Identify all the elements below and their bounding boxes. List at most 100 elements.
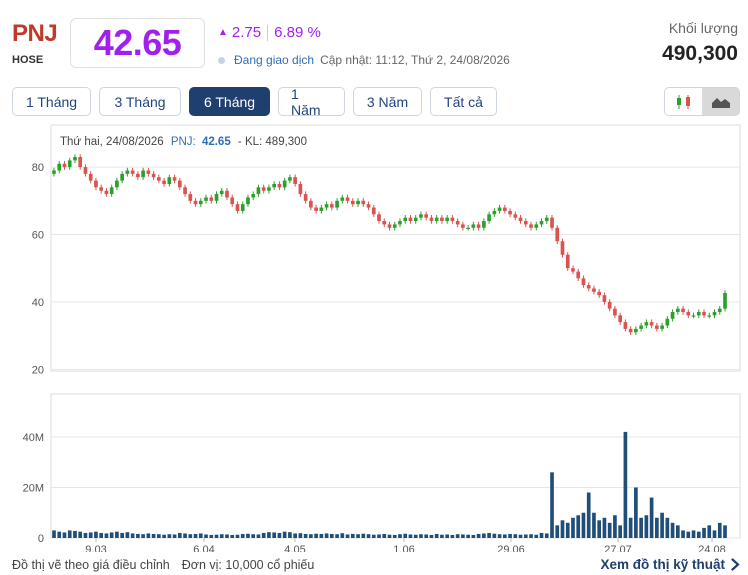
candle-body — [628, 328, 633, 333]
price-tick-label: 40 — [32, 297, 44, 309]
volume-bar — [523, 534, 528, 538]
volume-bar — [613, 515, 617, 538]
candle-body — [681, 308, 685, 313]
volume-bar — [267, 532, 271, 538]
candle-body — [240, 204, 245, 211]
volume-tick-label: 40M — [23, 432, 44, 444]
volume-bar — [78, 531, 83, 538]
volume-bar — [219, 534, 224, 538]
candle-body — [382, 221, 387, 225]
volume-bar — [492, 533, 497, 538]
volume-bar — [109, 532, 114, 538]
candle-body — [177, 180, 182, 188]
volume-bar — [560, 520, 565, 538]
tab-1-year[interactable]: 1 Năm — [278, 86, 345, 118]
volume-bar — [675, 525, 680, 538]
volume-bar — [712, 530, 717, 538]
volume-bar — [466, 534, 470, 538]
volume-bar — [497, 534, 502, 538]
candle-body — [251, 194, 256, 198]
volume-bar — [413, 534, 418, 538]
volume-bar — [345, 534, 350, 538]
candle-body — [288, 177, 292, 181]
volume-bar — [408, 534, 413, 538]
candle-body — [544, 217, 549, 222]
tab-3-months[interactable]: 3 Tháng — [99, 87, 181, 116]
candlestick-icon — [676, 94, 690, 109]
volume-bar — [198, 533, 203, 538]
volume-bar — [183, 533, 187, 538]
price-tick-label: 60 — [32, 230, 44, 242]
candle-body — [277, 183, 282, 188]
volume-bar — [282, 531, 287, 538]
candle-body — [57, 163, 62, 171]
tab-1-month[interactable]: 1 Tháng — [12, 87, 91, 116]
volume-bar — [330, 533, 334, 538]
volume-bar — [597, 520, 602, 538]
volume-bar — [209, 534, 214, 538]
volume-bar — [518, 534, 523, 538]
tab-6-months[interactable]: 6 Tháng — [189, 87, 270, 116]
volume-bar — [628, 517, 633, 538]
candle-body — [209, 197, 214, 201]
candle-body — [613, 308, 617, 316]
candle-body — [230, 197, 235, 205]
volume-bar — [513, 534, 518, 538]
volume-bar — [177, 532, 182, 538]
candle-body — [314, 207, 318, 211]
candle-body — [513, 214, 518, 218]
x-tick-label: 27.07 — [604, 544, 632, 552]
volume-tick-label: 20M — [23, 482, 44, 494]
volume-bar — [634, 487, 638, 538]
volume-bar — [340, 533, 345, 538]
candle-body — [686, 312, 691, 316]
volume-bar — [387, 534, 392, 538]
volume-bar — [696, 531, 701, 538]
volume-bar — [371, 534, 376, 538]
volume-bar — [639, 517, 643, 538]
volume-bar — [277, 532, 282, 538]
volume-bar — [146, 533, 151, 538]
area-chart-button[interactable] — [702, 88, 739, 115]
price-volume-chart[interactable]: 20 40 60 80 0 20M 40M 9.03 6.04 4.05 1.06 29.06 27… — [0, 120, 748, 552]
volume-bar — [592, 512, 596, 538]
volume-bar — [571, 517, 575, 538]
current-price: 42.65 — [93, 22, 182, 63]
candle-body — [723, 292, 727, 309]
candle-body — [298, 183, 303, 195]
candle-body — [130, 170, 135, 174]
technical-chart-link[interactable]: Xem đồ thị kỹ thuật — [600, 557, 740, 572]
volume-bar — [623, 431, 628, 538]
candle-body — [665, 318, 670, 326]
volume-bar — [120, 532, 124, 538]
volume-bar — [272, 532, 277, 538]
volume-bar — [482, 533, 486, 538]
volume-bar — [251, 534, 256, 538]
volume-bar — [691, 530, 696, 538]
candlestick-button[interactable] — [665, 88, 702, 115]
volume-bar — [366, 534, 371, 538]
hover-volume: - KL: 489,300 — [238, 136, 307, 148]
ticker-symbol: PNJ — [12, 20, 58, 47]
candle-body — [225, 190, 229, 198]
volume-bar — [130, 533, 135, 538]
candle-body — [534, 224, 539, 228]
volume-bar — [660, 512, 664, 538]
candle-body — [649, 322, 654, 326]
tab-3-years[interactable]: 3 Năm — [353, 87, 422, 116]
volume-bar — [686, 531, 691, 538]
candle-body — [712, 312, 717, 316]
candle-body — [455, 221, 460, 225]
candle-body — [675, 308, 680, 313]
candle-body — [125, 170, 130, 174]
candle-body — [172, 177, 177, 181]
x-tick-label: 24.08 — [698, 544, 726, 552]
volume-bar — [382, 533, 387, 538]
candle-body — [518, 217, 523, 222]
tab-all[interactable]: Tất cả — [430, 87, 497, 116]
volume-bar — [455, 534, 460, 538]
volume-bar — [361, 533, 366, 538]
price-change: ▲ 2.75 6.89 % — [218, 24, 321, 41]
volume-bar — [57, 531, 62, 538]
volume-tick-label: 0 — [38, 533, 44, 545]
